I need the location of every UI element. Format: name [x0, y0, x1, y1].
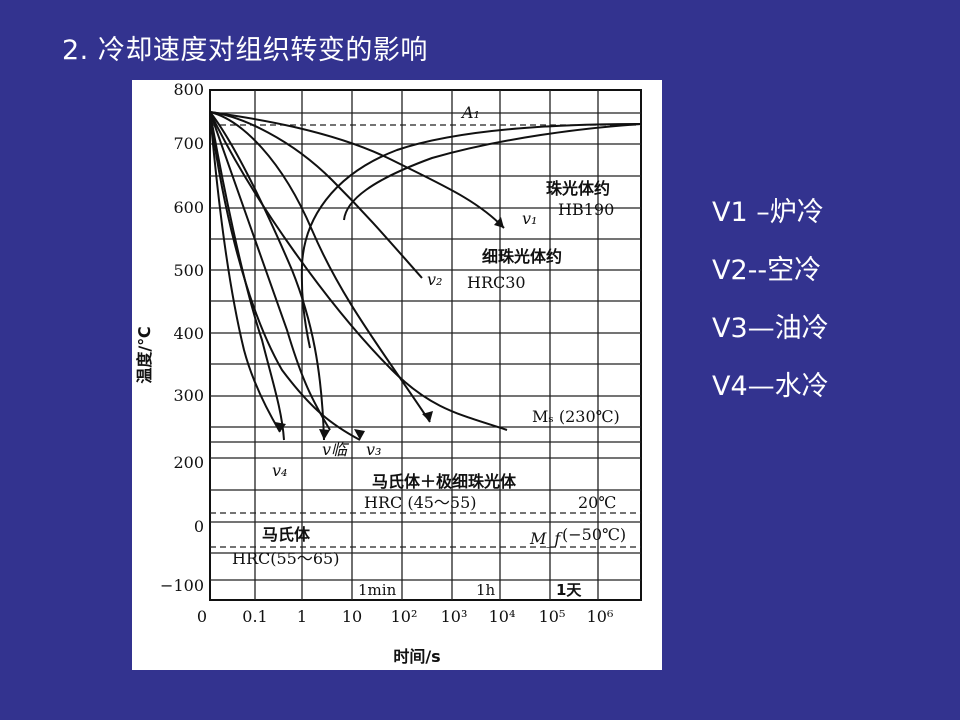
x-tick-label: 10²	[391, 607, 418, 626]
martensite-label: 马氏体	[262, 525, 311, 544]
cct-diagram: 800 700 600 500 400 300 200 0 −100 0 0.1…	[132, 80, 662, 670]
grid-horizontal	[210, 112, 641, 581]
legend-item-oil: V3—油冷	[712, 313, 829, 344]
x-tick-label: 10	[342, 607, 362, 626]
slide-title: 2. 冷却速度对组织转变的影响	[62, 35, 428, 66]
plot-frame	[209, 89, 642, 601]
vcrit-label: v临	[322, 440, 350, 459]
mf-value: (−50℃)	[562, 525, 626, 544]
x-tick-label: 0	[197, 607, 207, 626]
x-tick-label: 10⁴	[489, 607, 516, 626]
martensite-hardness: HRC(55～65)	[232, 549, 339, 568]
x-tick-label: 1	[297, 607, 307, 626]
legend-item-air: V2--空冷	[712, 255, 822, 286]
y-tick-label: 800	[173, 80, 204, 99]
grid-vertical	[254, 90, 599, 600]
x-tick-labels: 0 0.1 1 10 10² 10³ 10⁴ 10⁵ 10⁶	[197, 607, 613, 626]
y-tick-label: 700	[173, 134, 204, 153]
cooling-curves	[209, 111, 508, 441]
time-mark-1day: 1天	[556, 581, 582, 599]
time-mark-1min: 1min	[358, 581, 397, 599]
x-tick-label: 10³	[441, 607, 468, 626]
y-tick-label: 500	[173, 261, 204, 280]
x-axis-title: 时间/s	[393, 647, 440, 666]
ms-label: Mₛ (230℃)	[532, 407, 620, 426]
mf-label: M_f	[529, 529, 563, 548]
martensite-fine-pearlite-hardness: HRC (45～55)	[364, 493, 477, 512]
v3-label: v₃	[366, 440, 381, 459]
martensite-fine-pearlite-label: 马氏体＋极细珠光体	[372, 472, 517, 491]
pearlite-label: 珠光体约	[546, 179, 610, 198]
fine-pearlite-label: 细珠光体约	[482, 247, 562, 266]
y-tick-labels: 800 700 600 500 400 300 200 0 −100	[160, 80, 204, 595]
v1-label: v₁	[522, 209, 537, 228]
arrow-heads	[275, 217, 504, 440]
y-tick-label: 0	[194, 517, 204, 536]
x-tick-label: 10⁵	[539, 607, 566, 626]
legend-item-water: V4—水冷	[712, 371, 829, 402]
y-axis-title: 温度/℃	[135, 326, 154, 384]
time-mark-1h: 1h	[476, 581, 496, 599]
a1-label: A₁	[460, 103, 480, 122]
y-tick-label: 300	[173, 386, 204, 405]
pearlite-hardness: HB190	[558, 200, 614, 219]
y-tick-label: −100	[160, 576, 204, 595]
cct-chart-svg: 800 700 600 500 400 300 200 0 −100 0 0.1…	[135, 80, 642, 666]
x-tick-label: 0.1	[242, 607, 267, 626]
v2-label: v₂	[427, 270, 442, 289]
cooling-legend: V1 –炉冷 V2--空冷 V3—油冷 V4—水冷	[712, 190, 829, 422]
x-tick-label: 10⁶	[587, 607, 614, 626]
y-tick-label: 600	[173, 198, 204, 217]
legend-item-furnace: V1 –炉冷	[712, 197, 824, 228]
transformation-curves	[300, 123, 642, 349]
v4-label: v₄	[272, 461, 287, 480]
y-tick-label: 400	[173, 324, 204, 343]
y-tick-label: 200	[173, 453, 204, 472]
fine-pearlite-hardness: HRC30	[467, 273, 526, 292]
room-temperature-label: 20℃	[578, 493, 616, 512]
